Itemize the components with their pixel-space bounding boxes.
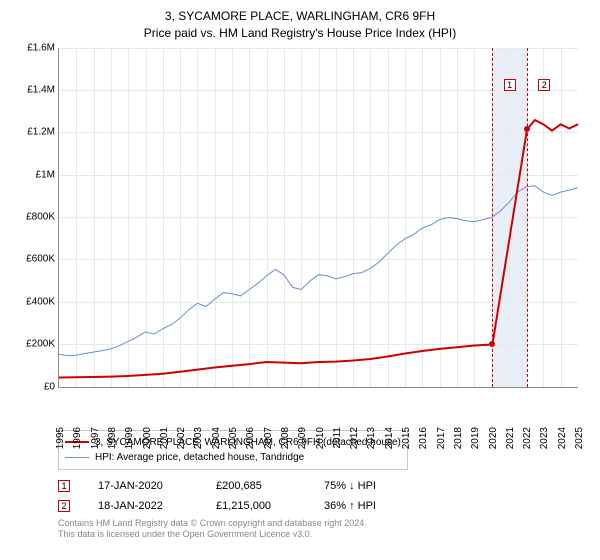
plot-svg bbox=[59, 48, 578, 387]
x-axis-label: 2011 bbox=[332, 423, 343, 449]
y-axis-label: £1M bbox=[36, 169, 59, 180]
x-axis-label: 2023 bbox=[539, 423, 550, 449]
legend-swatch bbox=[65, 457, 89, 458]
sales-table: 1 17-JAN-2020 £200,685 75% ↓ HPI 2 18-JAN-202… bbox=[58, 476, 588, 516]
sales-marker: 1 bbox=[58, 480, 70, 492]
x-axis-label: 2002 bbox=[176, 423, 187, 449]
chart-marker: 2 bbox=[538, 79, 550, 91]
x-axis-label: 1996 bbox=[72, 423, 83, 449]
y-axis-label: £0 bbox=[44, 381, 59, 392]
legend-row: HPI: Average price, detached house, Tand… bbox=[65, 450, 401, 465]
y-axis-label: £1.6M bbox=[27, 42, 59, 53]
x-axis-label: 2013 bbox=[366, 423, 377, 449]
y-axis-label: £400K bbox=[26, 296, 59, 307]
x-axis-label: 1997 bbox=[90, 423, 101, 449]
x-axis-label: 2015 bbox=[401, 423, 412, 449]
y-axis-label: £1.2M bbox=[27, 127, 59, 138]
x-axis-label: 2024 bbox=[557, 423, 568, 449]
x-axis-label: 2016 bbox=[418, 423, 429, 449]
sales-date: 18-JAN-2022 bbox=[98, 500, 188, 512]
x-axis-label: 2009 bbox=[297, 423, 308, 449]
x-axis-label: 2010 bbox=[315, 423, 326, 449]
x-axis-label: 1995 bbox=[55, 423, 66, 449]
footer-line-1: Contains HM Land Registry data © Crown c… bbox=[58, 518, 588, 530]
sales-marker: 2 bbox=[58, 500, 70, 512]
chart-container: 3, SYCAMORE PLACE, WARLINGHAM, CR6 9FH P… bbox=[0, 0, 600, 560]
series-hpi bbox=[59, 185, 578, 355]
x-axis-label: 2019 bbox=[470, 423, 481, 449]
sales-date: 17-JAN-2020 bbox=[98, 480, 188, 492]
x-axis-label: 2006 bbox=[245, 423, 256, 449]
sales-row: 1 17-JAN-2020 £200,685 75% ↓ HPI bbox=[58, 476, 588, 496]
y-axis-label: £600K bbox=[26, 254, 59, 265]
x-axis-label: 2022 bbox=[522, 423, 533, 449]
x-axis-label: 2017 bbox=[436, 423, 447, 449]
sales-pct: 36% ↑ HPI bbox=[324, 500, 404, 512]
x-axis-label: 2007 bbox=[263, 423, 274, 449]
x-axis-label: 2003 bbox=[193, 423, 204, 449]
y-axis-label: £200K bbox=[26, 339, 59, 350]
x-axis-label: 2005 bbox=[228, 423, 239, 449]
legend-label: HPI: Average price, detached house, Tand… bbox=[95, 450, 304, 465]
x-axis-label: 2014 bbox=[384, 423, 395, 449]
sales-row: 2 18-JAN-2022 £1,215,000 36% ↑ HPI bbox=[58, 496, 588, 516]
chart-title-1: 3, SYCAMORE PLACE, WARLINGHAM, CR6 9FH bbox=[12, 8, 588, 25]
x-axis-label: 1999 bbox=[124, 423, 135, 449]
x-axis-label: 2021 bbox=[505, 423, 516, 449]
y-axis-label: £1.4M bbox=[27, 84, 59, 95]
sales-price: £1,215,000 bbox=[216, 500, 296, 512]
x-axis-label: 2004 bbox=[211, 423, 222, 449]
x-axis-label: 2025 bbox=[574, 423, 585, 449]
sales-price: £200,685 bbox=[216, 480, 296, 492]
x-axis-label: 2001 bbox=[159, 423, 170, 449]
x-axis-label: 2000 bbox=[142, 423, 153, 449]
x-axis-label: 2012 bbox=[349, 423, 360, 449]
chart-marker: 1 bbox=[504, 79, 516, 91]
x-axis-label: 2008 bbox=[280, 423, 291, 449]
sales-pct: 75% ↓ HPI bbox=[324, 480, 404, 492]
footer: Contains HM Land Registry data © Crown c… bbox=[58, 518, 588, 541]
footer-line-2: This data is licensed under the Open Gov… bbox=[58, 529, 588, 541]
chart-area: £0£200K£400K£600K£800K£1M£1.2M£1.4M£1.6M… bbox=[58, 48, 578, 388]
x-axis-label: 1998 bbox=[107, 423, 118, 449]
y-axis-label: £800K bbox=[26, 212, 59, 223]
sale-point bbox=[489, 341, 495, 347]
series-price_paid bbox=[59, 120, 578, 378]
sale-point bbox=[524, 126, 530, 132]
x-axis-label: 2020 bbox=[488, 423, 499, 449]
x-axis-label: 2018 bbox=[453, 423, 464, 449]
chart-title-2: Price paid vs. HM Land Registry's House … bbox=[12, 25, 588, 42]
